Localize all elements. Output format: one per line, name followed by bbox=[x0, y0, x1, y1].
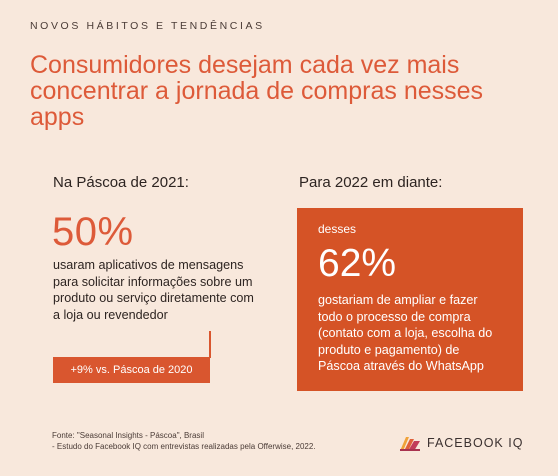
right-description: gostariam de ampliar e fazer todo o proc… bbox=[318, 293, 493, 373]
left-stat: 50% bbox=[52, 210, 134, 254]
right-column-label: Para 2022 em diante: bbox=[299, 174, 443, 191]
highlight-box: desses 62% gostariam de ampliar e fazer … bbox=[297, 208, 523, 391]
eyebrow-label: NOVOS HÁBITOS E TENDÊNCIAS bbox=[30, 20, 265, 32]
page-title: Consumidores desejam cada vez mais conce… bbox=[30, 51, 484, 131]
brand-logo: FACEBOOK IQ bbox=[400, 435, 523, 451]
source-line-1: Fonte: "Seasonal Insights - Páscoa", Bra… bbox=[52, 431, 204, 440]
left-column-label: Na Páscoa de 2021: bbox=[53, 174, 189, 191]
left-description: usaram aplicativos de mensagens para sol… bbox=[53, 258, 254, 322]
right-stat: 62% bbox=[318, 242, 397, 285]
source-line-2: - Estudo do Facebook IQ com entrevistas … bbox=[52, 442, 316, 451]
source-footnote: Fonte: "Seasonal Insights - Páscoa", Bra… bbox=[52, 430, 316, 452]
highlight-pre-label: desses bbox=[318, 222, 357, 236]
growth-badge: +9% vs. Páscoa de 2020 bbox=[53, 357, 210, 383]
brand-name: FACEBOOK IQ bbox=[427, 436, 524, 450]
badge-connector-line bbox=[209, 331, 211, 358]
facebook-iq-logo-icon bbox=[400, 437, 420, 451]
